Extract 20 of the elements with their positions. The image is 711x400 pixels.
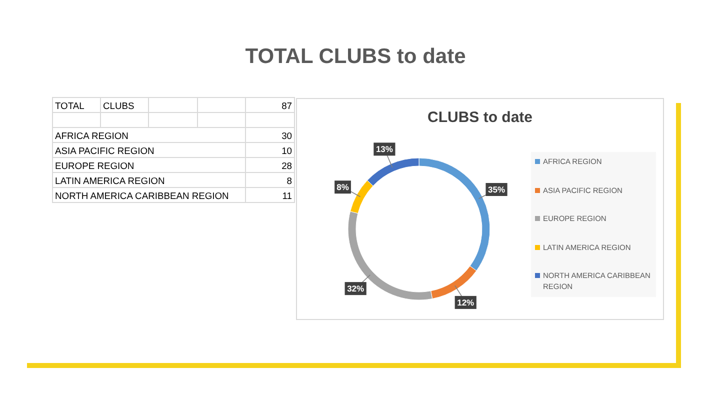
data-label: 10: [246, 142, 294, 158]
category-label: LATIN AMERICA REGION: [52, 172, 246, 188]
chart-title: TOTAL CLUBS to date: [244, 45, 467, 69]
category-label: EUROPE REGION: [52, 158, 246, 172]
data-label: 28: [246, 158, 294, 172]
data-label: 30: [246, 128, 294, 142]
category-label: ASIA PACIFIC REGION: [52, 142, 246, 158]
text: TOTAL: [52, 98, 100, 112]
data-label: 11: [246, 188, 294, 202]
data-label: 32%: [347, 284, 365, 294]
data-label: 12%: [457, 297, 475, 308]
text: 87: [246, 98, 294, 112]
category-label: AFRICA REGION: [52, 128, 246, 142]
data-label: 8: [246, 172, 294, 188]
data-label: 8%: [336, 182, 350, 192]
text: CLUBS: [100, 98, 148, 112]
category-label: NORTH AMERICA CARIBBEAN REGION: [52, 188, 246, 202]
chart-subtitle: CLUBS to date: [426, 109, 534, 126]
data-label: 35%: [488, 184, 506, 195]
data-label: 13%: [376, 144, 394, 154]
